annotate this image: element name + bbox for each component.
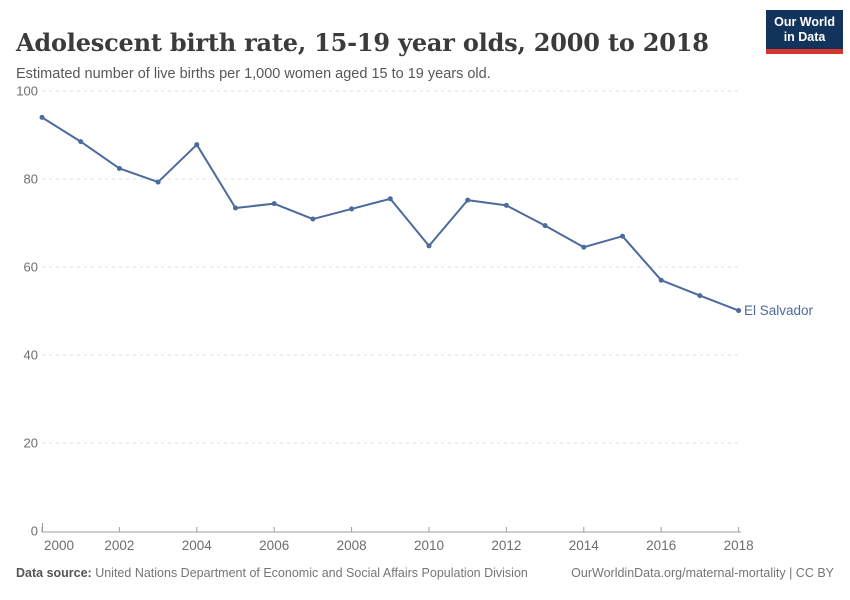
data-point[interactable] [310, 216, 316, 222]
data-point[interactable] [542, 223, 548, 229]
data-point[interactable] [271, 201, 277, 207]
x-tick-label: 2018 [724, 538, 754, 553]
owid-credit-link[interactable]: OurWorldinData.org/maternal-mortality | … [571, 566, 834, 580]
y-tick-label: 80 [24, 172, 38, 187]
x-tick-label: 2002 [104, 538, 134, 553]
y-tick-label: 40 [24, 348, 38, 363]
data-point[interactable] [465, 197, 471, 203]
data-point[interactable] [194, 142, 200, 148]
y-tick-label: 0 [31, 524, 38, 539]
x-tick-label: 2012 [491, 538, 521, 553]
x-axis: 2000 2002 2004 2006 2008 2010 2012 2014 2016 2018 [41, 523, 754, 553]
chart-subtitle: Estimated number of live births per 1,00… [16, 65, 491, 82]
y-tick-label: 20 [24, 436, 38, 451]
data-point[interactable] [697, 293, 703, 299]
x-tick-label: 2000 [44, 538, 74, 553]
x-tick-label: 2004 [182, 538, 213, 553]
entity-label[interactable]: El Salvador [744, 303, 814, 318]
data-point[interactable] [658, 277, 664, 283]
y-gridlines: 0 20 40 60 80 100 [16, 84, 741, 539]
owid-logo-line2: in Data [783, 30, 826, 44]
data-point[interactable] [155, 179, 161, 185]
series-el-salvador[interactable] [39, 114, 742, 314]
data-point[interactable] [233, 205, 238, 211]
data-source-note: Data source: United Nations Department o… [16, 566, 528, 580]
data-point[interactable] [39, 114, 45, 120]
y-tick-label: 60 [24, 260, 38, 275]
data-point[interactable] [581, 244, 587, 250]
x-tick-label: 2006 [259, 538, 289, 553]
data-source-text: United Nations Department of Economic an… [91, 566, 528, 580]
data-point[interactable] [116, 165, 122, 171]
x-tick-label: 2016 [646, 538, 676, 553]
data-point[interactable] [620, 233, 625, 239]
owid-logo[interactable]: Our World in Data [766, 10, 843, 54]
x-tick-label: 2014 [569, 538, 600, 553]
x-tick-label: 2010 [414, 538, 444, 553]
data-source-label: Data source: [16, 566, 92, 580]
data-point[interactable] [349, 206, 355, 212]
data-point[interactable] [426, 243, 432, 249]
data-point[interactable] [387, 196, 393, 202]
series-line[interactable] [41, 116, 740, 312]
x-tick-label: 2008 [337, 538, 367, 553]
data-point[interactable] [503, 202, 509, 208]
chart-footer: Data source: United Nations Department o… [16, 566, 834, 580]
owid-logo-line1: Our World [774, 15, 835, 29]
data-point[interactable] [736, 308, 742, 314]
chart-title: Adolescent birth rate, 15-19 year olds, … [16, 28, 709, 58]
data-point[interactable] [78, 139, 84, 145]
y-tick-label: 100 [16, 84, 38, 99]
